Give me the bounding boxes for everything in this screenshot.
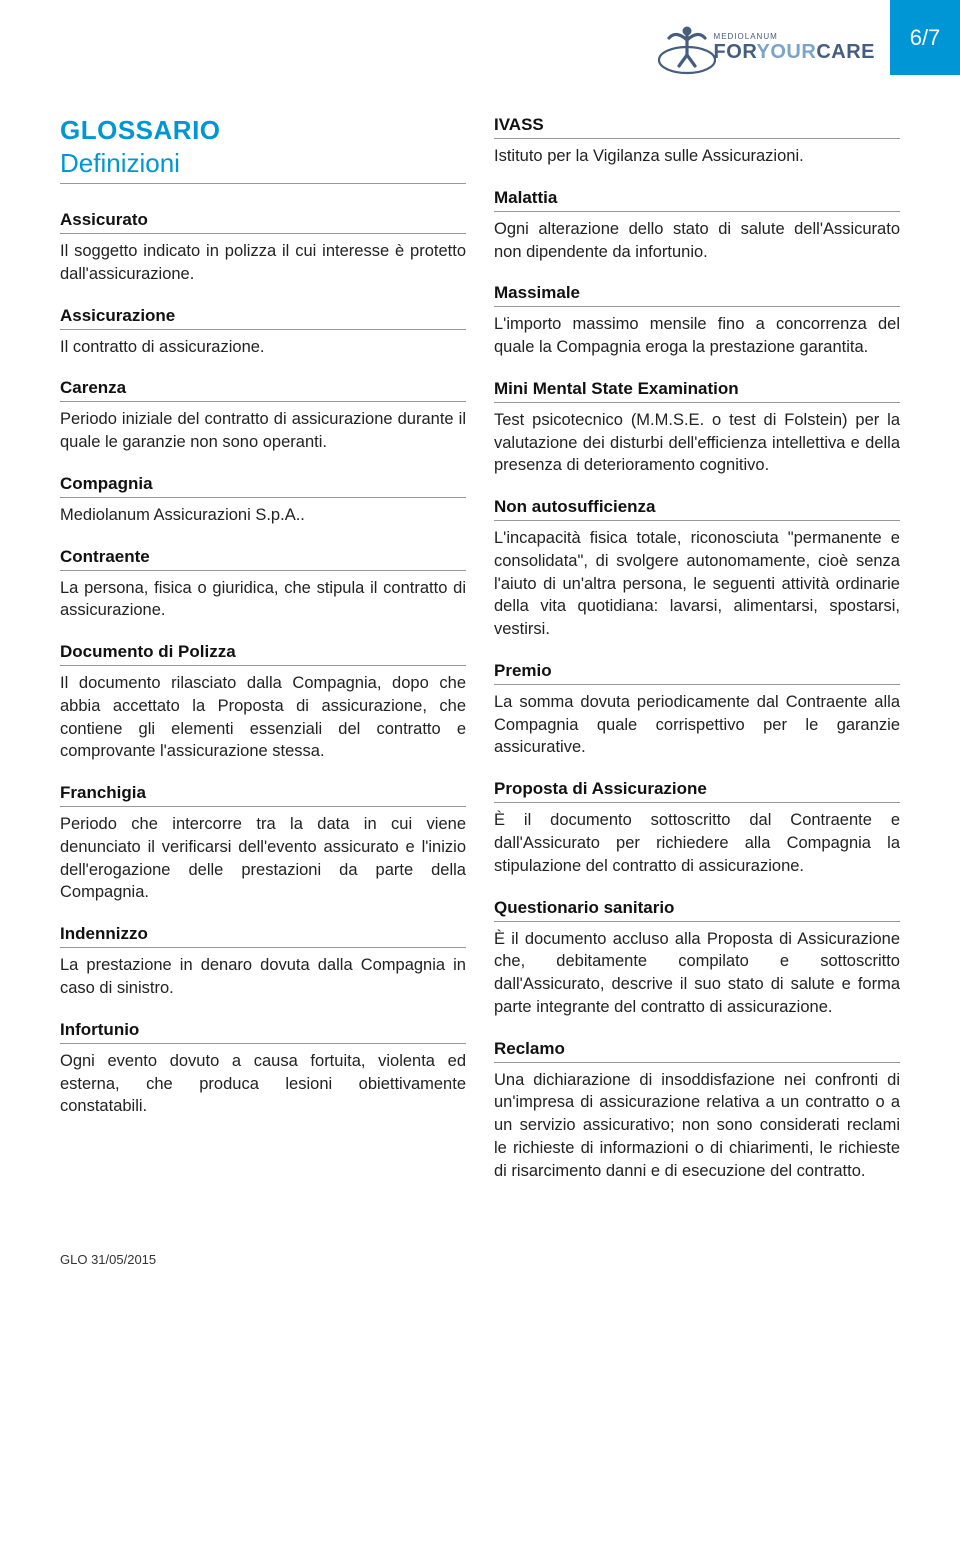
glossary-term: Mini Mental State Examination [494,379,900,403]
glossary-entries-right: IVASS Istituto per la Vigilanza sulle Ass… [494,115,900,1182]
glossary-definition: È il documento sottoscritto dal Contraen… [494,809,900,877]
glossary-definition: La persona, fisica o giuridica, che stip… [60,577,466,623]
footer-code: GLO 31/05/2015 [0,1222,960,1297]
logo-mediolanum: MEDIOLANUM [714,32,875,41]
glossary-term: Documento di Polizza [60,642,466,666]
glossary-term: Massimale [494,283,900,307]
glossary-definition: Periodo che intercorre tra la data in cu… [60,813,466,904]
glossary-term: Contraente [60,547,466,571]
page-number-tab: 6/7 [890,0,960,75]
glossary-definition: Test psicotecnico (M.M.S.E. o test di Fo… [494,409,900,477]
page-header: MEDIOLANUM FORYOURCARE 6/7 [0,0,960,95]
glossary-definition: La prestazione in denaro dovuta dalla Co… [60,954,466,1000]
glossary-term: IVASS [494,115,900,139]
glossary-content: GLOSSARIO Definizioni Assicurato Il sogge… [0,95,960,1222]
glossary-definition: Periodo iniziale del contratto di assicu… [60,408,466,454]
glossary-term: Non autosufficienza [494,497,900,521]
glossary-definition: L'importo massimo mensile fino a concorr… [494,313,900,359]
glossary-term: Assicurazione [60,306,466,330]
glossary-definition: Una dichiarazione di insoddisfazione nei… [494,1069,900,1183]
glossary-term: Proposta di Assicurazione [494,779,900,803]
logo-figure-icon [652,20,722,75]
right-column: IVASS Istituto per la Vigilanza sulle Ass… [494,115,900,1182]
glossary-definition: Ogni evento dovuto a causa fortuita, vio… [60,1050,466,1118]
glossary-term: Indennizzo [60,924,466,948]
glossary-entries-left: Assicurato Il soggetto indicato in polizz… [60,210,466,1118]
brand-logo: MEDIOLANUM FORYOURCARE [652,20,875,75]
glossary-definition: La somma dovuta periodicamente dal Contr… [494,691,900,759]
section-subtitle: Definizioni [60,148,466,184]
glossary-term: Premio [494,661,900,685]
glossary-term: Reclamo [494,1039,900,1063]
glossary-definition: L'incapacità fisica totale, riconosciuta… [494,527,900,641]
glossary-term: Questionario sanitario [494,898,900,922]
section-title: GLOSSARIO [60,115,466,146]
glossary-term: Malattia [494,188,900,212]
logo-foryourcare: FORYOURCARE [714,41,875,64]
glossary-definition: Il documento rilasciato dalla Compagnia,… [60,672,466,763]
left-column: GLOSSARIO Definizioni Assicurato Il sogge… [60,115,466,1182]
logo-text: MEDIOLANUM FORYOURCARE [714,32,875,64]
glossary-term: Franchigia [60,783,466,807]
glossary-definition: È il documento accluso alla Proposta di … [494,928,900,1019]
glossary-definition: Il soggetto indicato in polizza il cui i… [60,240,466,286]
glossary-definition: Mediolanum Assicurazioni S.p.A.. [60,504,466,527]
glossary-definition: Istituto per la Vigilanza sulle Assicura… [494,145,900,168]
glossary-term: Infortunio [60,1020,466,1044]
glossary-term: Assicurato [60,210,466,234]
glossary-definition: Ogni alterazione dello stato di salute d… [494,218,900,264]
glossary-term: Carenza [60,378,466,402]
glossary-definition: Il contratto di assicurazione. [60,336,466,359]
glossary-term: Compagnia [60,474,466,498]
